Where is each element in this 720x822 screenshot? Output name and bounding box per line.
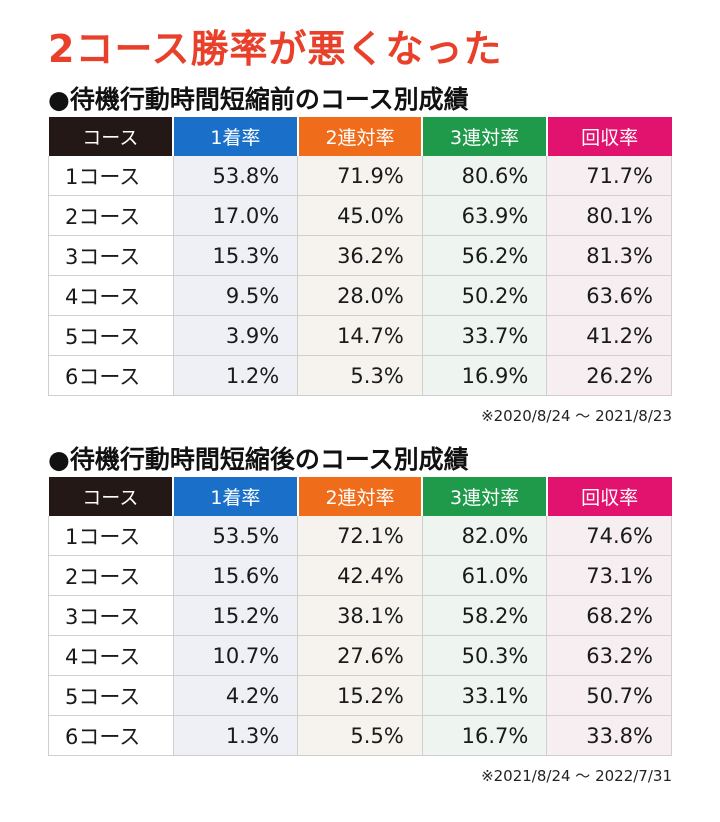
table-row: 4コース 10.7% 27.6% 50.3% 63.2% xyxy=(48,635,672,676)
quinella-cell: 5.3% xyxy=(297,355,423,396)
recovery-cell: 71.7% xyxy=(546,156,672,196)
header-quinella-rate: 2連対率 xyxy=(297,117,424,156)
course-cell: 3コース xyxy=(48,235,174,276)
course-cell: 2コース xyxy=(48,195,174,236)
trio-cell: 16.9% xyxy=(422,355,548,396)
course-cell: 1コース xyxy=(48,516,174,556)
quinella-cell: 71.9% xyxy=(297,156,423,196)
after-period-note: ※2021/8/24 ～ 2022/7/31 xyxy=(481,767,672,785)
quinella-cell: 42.4% xyxy=(297,555,423,596)
before-period-note: ※2020/8/24 ～ 2021/8/23 xyxy=(481,407,672,425)
quinella-cell: 72.1% xyxy=(297,516,423,556)
win-cell: 3.9% xyxy=(173,315,299,356)
before-section-title: ●待機行動時間短縮前のコース別成績 xyxy=(48,85,469,114)
table-row: 6コース 1.2% 5.3% 16.9% 26.2% xyxy=(48,355,672,396)
quinella-cell: 28.0% xyxy=(297,275,423,316)
table-row: 1コース 53.5% 72.1% 82.0% 74.6% xyxy=(48,516,672,556)
win-cell: 9.5% xyxy=(173,275,299,316)
after-stats-table: コース 1着率 2連対率 3連対率 回収率 1コース 53.5% 72.1% 82.0… xyxy=(48,477,672,756)
table-row: 3コース 15.3% 36.2% 56.2% 81.3% xyxy=(48,235,672,276)
win-cell: 10.7% xyxy=(173,635,299,676)
header-row: コース 1着率 2連対率 3連対率 回収率 xyxy=(48,117,672,156)
trio-cell: 80.6% xyxy=(422,156,548,196)
quinella-cell: 36.2% xyxy=(297,235,423,276)
recovery-cell: 73.1% xyxy=(546,555,672,596)
header-course: コース xyxy=(48,117,175,156)
main-title: 2コース勝率が悪くなった xyxy=(48,27,503,71)
quinella-cell: 15.2% xyxy=(297,675,423,716)
trio-cell: 33.7% xyxy=(422,315,548,356)
win-cell: 53.5% xyxy=(173,516,299,556)
header-trio-rate: 3連対率 xyxy=(422,477,548,516)
course-cell: 2コース xyxy=(48,555,174,596)
quinella-cell: 38.1% xyxy=(297,595,423,636)
trio-cell: 16.7% xyxy=(422,715,548,756)
course-cell: 4コース xyxy=(48,635,174,676)
win-cell: 15.3% xyxy=(173,235,299,276)
trio-cell: 56.2% xyxy=(422,235,548,276)
course-cell: 4コース xyxy=(48,275,174,316)
recovery-cell: 41.2% xyxy=(546,315,672,356)
header-trio-rate: 3連対率 xyxy=(422,117,548,156)
quinella-cell: 14.7% xyxy=(297,315,423,356)
header-course: コース xyxy=(48,477,175,516)
header-win-rate: 1着率 xyxy=(173,477,299,516)
trio-cell: 50.2% xyxy=(422,275,548,316)
before-stats-table: コース 1着率 2連対率 3連対率 回収率 1コース 53.8% 71.9% 80.6… xyxy=(48,117,672,396)
header-recovery-rate: 回収率 xyxy=(546,117,672,156)
course-cell: 1コース xyxy=(48,156,174,196)
header-win-rate: 1着率 xyxy=(173,117,299,156)
recovery-cell: 26.2% xyxy=(546,355,672,396)
recovery-cell: 33.8% xyxy=(546,715,672,756)
table-row: 3コース 15.2% 38.1% 58.2% 68.2% xyxy=(48,595,672,636)
quinella-cell: 27.6% xyxy=(297,635,423,676)
recovery-cell: 63.6% xyxy=(546,275,672,316)
trio-cell: 33.1% xyxy=(422,675,548,716)
table-row: 5コース 4.2% 15.2% 33.1% 50.7% xyxy=(48,675,672,716)
recovery-cell: 50.7% xyxy=(546,675,672,716)
course-cell: 3コース xyxy=(48,595,174,636)
header-quinella-rate: 2連対率 xyxy=(297,477,424,516)
win-cell: 1.2% xyxy=(173,355,299,396)
course-cell: 6コース xyxy=(48,715,174,756)
course-cell: 5コース xyxy=(48,675,174,716)
table-row: 5コース 3.9% 14.7% 33.7% 41.2% xyxy=(48,315,672,356)
table-row: 4コース 9.5% 28.0% 50.2% 63.6% xyxy=(48,275,672,316)
trio-cell: 58.2% xyxy=(422,595,548,636)
course-cell: 6コース xyxy=(48,355,174,396)
table-row: 2コース 17.0% 45.0% 63.9% 80.1% xyxy=(48,195,672,236)
win-cell: 15.2% xyxy=(173,595,299,636)
trio-cell: 63.9% xyxy=(422,195,548,236)
quinella-cell: 5.5% xyxy=(297,715,423,756)
trio-cell: 82.0% xyxy=(422,516,548,556)
table-row: 2コース 15.6% 42.4% 61.0% 73.1% xyxy=(48,555,672,596)
after-section-title: ●待機行動時間短縮後のコース別成績 xyxy=(48,445,469,474)
trio-cell: 50.3% xyxy=(422,635,548,676)
table-row: 6コース 1.3% 5.5% 16.7% 33.8% xyxy=(48,715,672,756)
table-row: 1コース 53.8% 71.9% 80.6% 71.7% xyxy=(48,156,672,196)
win-cell: 4.2% xyxy=(173,675,299,716)
recovery-cell: 80.1% xyxy=(546,195,672,236)
win-cell: 53.8% xyxy=(173,156,299,196)
quinella-cell: 45.0% xyxy=(297,195,423,236)
course-cell: 5コース xyxy=(48,315,174,356)
recovery-cell: 63.2% xyxy=(546,635,672,676)
win-cell: 17.0% xyxy=(173,195,299,236)
win-cell: 15.6% xyxy=(173,555,299,596)
trio-cell: 61.0% xyxy=(422,555,548,596)
recovery-cell: 81.3% xyxy=(546,235,672,276)
recovery-cell: 68.2% xyxy=(546,595,672,636)
header-row: コース 1着率 2連対率 3連対率 回収率 xyxy=(48,477,672,516)
win-cell: 1.3% xyxy=(173,715,299,756)
header-recovery-rate: 回収率 xyxy=(546,477,672,516)
recovery-cell: 74.6% xyxy=(546,516,672,556)
